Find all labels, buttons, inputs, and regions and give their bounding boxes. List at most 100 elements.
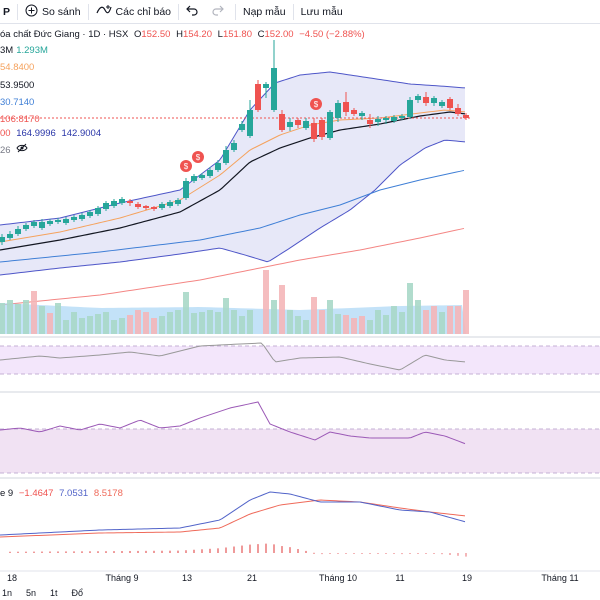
candle-body — [447, 99, 453, 108]
volume-bar — [23, 300, 29, 334]
extra-legend: 26 — [0, 143, 31, 157]
candle-body — [79, 215, 85, 219]
bollinger-bands — [0, 71, 466, 276]
range-1t[interactable]: 1t — [50, 588, 58, 598]
signal-marker-circle — [180, 160, 192, 172]
bb-upper-value: 164.9996 — [16, 128, 56, 139]
macd-histogram-bar — [169, 550, 171, 553]
toolbar-divider — [87, 3, 89, 20]
range-5n[interactable]: 5n — [26, 588, 37, 598]
save-template-button[interactable]: Lưu mẫu — [296, 0, 348, 24]
bb-lower-value: 142.9004 — [61, 128, 102, 139]
candle-body — [167, 202, 173, 206]
volume-bar — [319, 310, 325, 334]
macd-histogram-bar — [329, 553, 331, 554]
candle-body — [375, 119, 381, 122]
volume-bar — [271, 300, 277, 334]
range-more[interactable]: Đổ — [71, 588, 84, 598]
volume-bar — [447, 306, 453, 334]
macd-histogram-bar — [297, 549, 299, 553]
volume-bar — [295, 316, 301, 334]
volume-bar — [183, 292, 189, 334]
candle-body — [103, 203, 109, 209]
symbol-button[interactable]: P — [0, 0, 15, 24]
candle-body — [303, 121, 309, 128]
volume-bar — [303, 320, 309, 334]
macd-histogram-bar — [25, 551, 27, 553]
candle-body — [359, 113, 365, 116]
range-1n[interactable]: 1n — [2, 588, 13, 598]
chart-area[interactable]: $ $ $ 18 Tháng 9 13 21 Tháng 10 11 19 Tháng 11 — [0, 24, 600, 584]
macd-histogram-bar — [337, 553, 339, 554]
volume-bar — [175, 310, 181, 334]
indicators-button[interactable]: Các chỉ báo — [91, 0, 176, 24]
macd-histogram-bar — [9, 551, 11, 553]
macd-histogram-bar — [193, 549, 195, 553]
macd-histogram-bar — [377, 553, 379, 554]
volume-bar — [391, 306, 397, 334]
undo-button[interactable] — [181, 0, 207, 24]
macd-legend: e 9 −1.4647 7.0531 8.5178 — [0, 487, 126, 500]
redo-button[interactable] — [207, 0, 233, 24]
volume-bar — [63, 320, 69, 334]
macd-histogram-bar — [177, 550, 179, 553]
bb-upper-line — [0, 71, 466, 226]
ma4-value: 106.8170 — [0, 114, 40, 125]
compare-button[interactable]: So sánh — [20, 0, 86, 24]
macd-histogram-bar — [425, 553, 427, 554]
macd-histogram-bar — [305, 550, 307, 553]
undo-icon — [186, 4, 198, 19]
candle-body — [319, 120, 325, 137]
volume-bars — [0, 270, 469, 334]
volume-bar — [15, 304, 21, 334]
macd-histogram-bar — [257, 544, 259, 553]
candle-body — [439, 102, 445, 106]
volume-bar — [87, 316, 93, 334]
candle-body — [71, 217, 77, 220]
candle-body — [143, 206, 149, 208]
rsi-band — [0, 346, 600, 374]
volume-bar — [191, 313, 197, 334]
macd-histogram-bar — [457, 553, 459, 556]
volume-bar — [287, 310, 293, 334]
macd-histogram-bar — [369, 553, 371, 554]
macd-line-value: 7.0531 — [59, 488, 89, 499]
close-value: 152.00 — [264, 29, 294, 40]
candle-body — [215, 163, 221, 170]
volume-bar — [399, 312, 405, 334]
signal-markers: $ $ $ — [180, 98, 322, 172]
close-label: C — [257, 29, 265, 40]
ma-red-line — [0, 227, 465, 306]
candle-body — [183, 181, 189, 198]
symbol-title: óa chất Đức Giang · 1D · HSX — [0, 29, 129, 40]
signal-marker-label: $ — [184, 162, 189, 171]
candle-body — [335, 103, 341, 118]
candle-body — [55, 220, 61, 222]
volume-bar — [55, 303, 61, 334]
eye-off-icon[interactable] — [16, 143, 28, 157]
macd-histogram-bar — [185, 550, 187, 553]
candle-body — [47, 221, 53, 224]
bb-lower-line — [0, 139, 466, 276]
macd-histogram-bar — [161, 550, 163, 553]
macd-histogram-bar — [225, 547, 227, 553]
low-value: 151.80 — [222, 29, 252, 40]
volume-prefix: 3M — [0, 45, 14, 56]
volume-bar — [431, 306, 437, 334]
volume-bar — [439, 312, 445, 334]
sell-signal-marker: $ — [192, 151, 204, 163]
load-template-button[interactable]: Nạp mẫu — [238, 0, 291, 24]
candle-body — [271, 68, 277, 110]
oscillator-lines — [0, 342, 466, 445]
sell-signal-marker: $ — [310, 98, 322, 110]
candle-body — [327, 112, 333, 138]
ma2-value: 53.9500 — [0, 80, 35, 91]
candle-body — [383, 118, 389, 120]
plus-circle-icon — [25, 4, 38, 20]
volume-bar — [103, 312, 109, 334]
volume-bar — [159, 316, 165, 334]
candle-body — [239, 124, 245, 130]
volume-bar — [119, 318, 125, 334]
candle-body — [87, 212, 93, 216]
macd-histogram-bar — [353, 553, 355, 554]
